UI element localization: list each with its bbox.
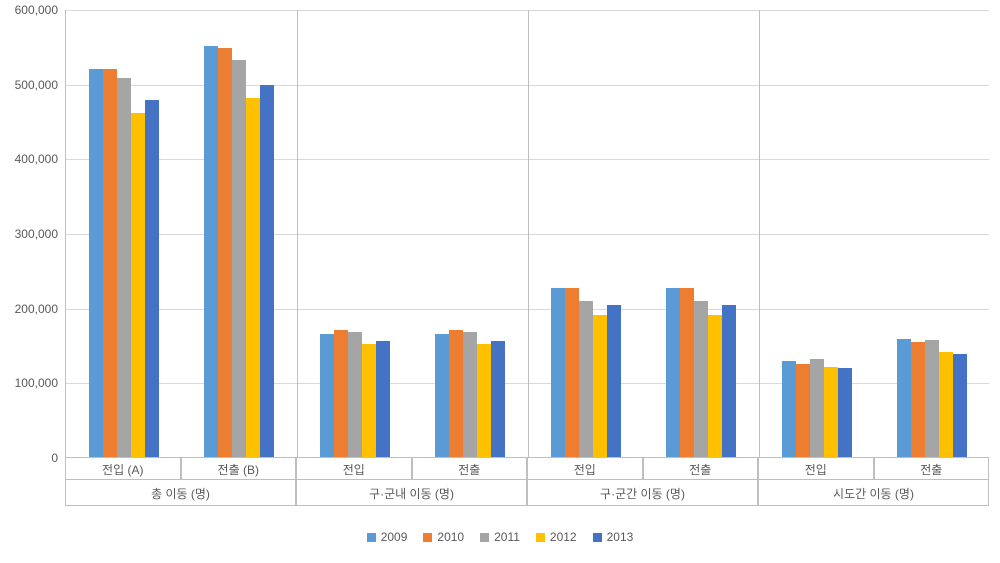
bar-2011 <box>348 332 362 457</box>
bar-2012 <box>477 344 491 457</box>
legend-item-2013: 2013 <box>593 530 634 544</box>
bar-2013 <box>260 85 274 457</box>
bar-2010 <box>796 364 810 457</box>
bar-cluster <box>782 359 852 457</box>
x-group-label: 구·군간 이동 (명) <box>527 485 758 502</box>
x-group-label: 시도간 이동 (명) <box>758 485 989 502</box>
bar-2013 <box>491 341 505 457</box>
x-sub-label: 전출 <box>643 461 759 478</box>
bar-2010 <box>334 330 348 457</box>
legend-item-2012: 2012 <box>536 530 577 544</box>
bar-2013 <box>145 100 159 457</box>
bar-cluster <box>897 339 967 457</box>
group-separator <box>528 10 529 457</box>
bar-2010 <box>103 69 117 457</box>
bar-2012 <box>824 367 838 457</box>
group-separator <box>759 10 760 457</box>
bar-cluster <box>89 69 159 457</box>
legend-item-2009: 2009 <box>367 530 408 544</box>
bar-2010 <box>565 288 579 457</box>
y-tick-label: 500,000 <box>15 78 58 92</box>
legend-label: 2010 <box>437 530 464 544</box>
bar-2012 <box>939 352 953 457</box>
bar-2012 <box>362 344 376 457</box>
plot-area <box>65 10 989 458</box>
bar-cluster <box>204 46 274 457</box>
bar-cluster <box>320 330 390 457</box>
bar-2012 <box>131 113 145 457</box>
bar-2009 <box>897 339 911 457</box>
bar-2010 <box>218 48 232 457</box>
bar-2013 <box>607 305 621 457</box>
y-tick-label: 300,000 <box>15 227 58 241</box>
bar-2011 <box>925 340 939 457</box>
bar-2009 <box>89 69 103 457</box>
bar-2009 <box>782 361 796 457</box>
legend-swatch <box>480 533 489 542</box>
x-sub-label: 전출 <box>874 461 990 478</box>
legend-label: 2013 <box>607 530 634 544</box>
bar-2011 <box>810 359 824 457</box>
bar-2012 <box>708 315 722 457</box>
legend: 2009 2010 2011 2012 2013 <box>0 530 1000 545</box>
x-sub-label: 전출 (B) <box>181 461 297 478</box>
x-group-label: 총 이동 (명) <box>65 485 296 502</box>
x-sub-label: 전입 <box>758 461 874 478</box>
bar-2011 <box>117 78 131 457</box>
bar-cluster <box>551 288 621 457</box>
bar-2009 <box>320 334 334 457</box>
y-tick-label: 400,000 <box>15 152 58 166</box>
bar-2013 <box>953 354 967 457</box>
legend-swatch <box>593 533 602 542</box>
bar-cluster <box>435 330 505 457</box>
bar-2010 <box>911 342 925 457</box>
y-tick-label: 600,000 <box>15 3 58 17</box>
bar-2013 <box>722 305 736 457</box>
x-group-label: 구·군내 이동 (명) <box>296 485 527 502</box>
x-sub-label: 전입 (A) <box>65 461 181 478</box>
bar-2009 <box>204 46 218 457</box>
legend-label: 2011 <box>494 530 520 544</box>
x-sub-label: 전입 <box>296 461 412 478</box>
bar-2010 <box>449 330 463 457</box>
legend-swatch <box>423 533 432 542</box>
bar-2013 <box>838 368 852 457</box>
bar-2013 <box>376 341 390 457</box>
y-tick-label: 0 <box>51 451 58 465</box>
bar-2011 <box>579 301 593 457</box>
bar-2011 <box>463 332 477 457</box>
bar-2011 <box>232 60 246 457</box>
bar-2009 <box>551 288 565 457</box>
bar-2009 <box>666 288 680 457</box>
legend-label: 2012 <box>550 530 577 544</box>
bar-cluster <box>666 288 736 457</box>
legend-swatch <box>367 533 376 542</box>
bar-2009 <box>435 334 449 457</box>
legend-item-2010: 2010 <box>423 530 464 544</box>
x-sub-label: 전출 <box>412 461 528 478</box>
bar-2011 <box>694 301 708 457</box>
x-sub-label: 전입 <box>527 461 643 478</box>
legend-swatch <box>536 533 545 542</box>
legend-item-2011: 2011 <box>480 530 520 544</box>
bar-2012 <box>246 98 260 457</box>
group-separator <box>297 10 298 457</box>
bar-2012 <box>593 315 607 457</box>
legend-label: 2009 <box>381 530 408 544</box>
bar-2010 <box>680 288 694 457</box>
migration-bar-chart: 0 100,000 200,000 300,000 400,000 500,000 600,… <box>0 0 1000 563</box>
y-tick-label: 200,000 <box>15 302 58 316</box>
y-tick-label: 100,000 <box>15 376 58 390</box>
